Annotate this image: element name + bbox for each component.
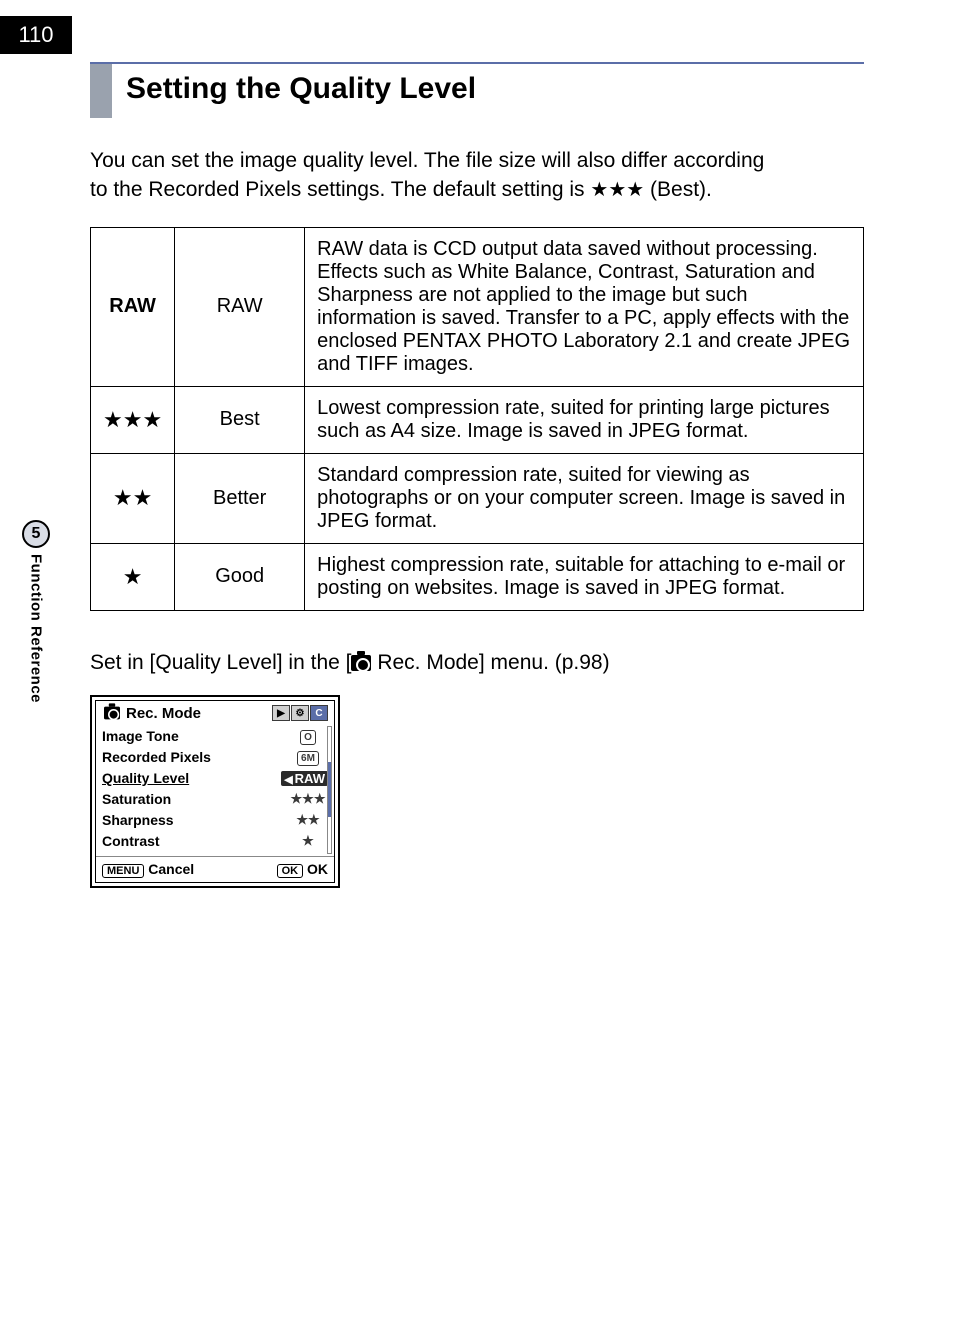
set-in-line: Set in [Quality Level] in the [ Rec. Mod… — [90, 651, 864, 675]
lcd-item-label: Image Tone — [102, 728, 179, 744]
quality-name-cell: Good — [175, 543, 305, 610]
ok-label: OK — [307, 861, 328, 877]
camera-icon — [104, 707, 120, 720]
page-number-tab: 110 — [0, 16, 72, 54]
sidebar-chapter: 5 Function Reference — [16, 520, 56, 703]
chapter-label: Function Reference — [28, 554, 45, 703]
intro-line2a: to the Recorded Pixels settings. The def… — [90, 178, 590, 201]
setin-suffix: Rec. Mode] menu. (p.98) — [371, 651, 609, 674]
lcd-item-value: ★★ — [288, 812, 328, 828]
lcd-item-value: O — [288, 728, 328, 745]
lcd-footer-left: MENU Cancel — [102, 861, 194, 878]
camera-icon — [351, 655, 371, 671]
chapter-number-badge: 5 — [22, 520, 50, 548]
table-row: ★★★BestLowest compression rate, suited f… — [91, 386, 864, 453]
lcd-item-label: Recorded Pixels — [102, 749, 211, 765]
lcd-menu-item: Saturation ★★★ — [102, 789, 328, 810]
lcd-item-label: Saturation — [102, 791, 171, 807]
lcd-menu-screenshot: Rec. Mode ▶ ⚙ C Image Tone O Recorded Pixe… — [90, 695, 340, 888]
quality-name-cell: RAW — [175, 227, 305, 386]
menu-key-icon: MENU — [102, 864, 144, 878]
lcd-menu-item: Recorded Pixels 6M — [102, 747, 328, 768]
quality-desc-cell: Lowest compression rate, suited for prin… — [305, 386, 864, 453]
lcd-header: Rec. Mode ▶ ⚙ C — [96, 701, 334, 724]
lcd-tab-active: C — [310, 705, 328, 721]
lcd-scrollbar — [327, 726, 332, 854]
lcd-item-label: Sharpness — [102, 812, 174, 828]
intro-line2b: (Best). — [644, 178, 712, 201]
lcd-item-value: ★★★ — [288, 791, 328, 807]
lcd-footer-right: OK OK — [277, 861, 328, 878]
quality-name-cell: Best — [175, 386, 305, 453]
lcd-item-label: Quality Level — [102, 770, 189, 786]
quality-name-cell: Better — [175, 453, 305, 543]
left-arrow-icon: ◀ — [284, 774, 292, 786]
intro-paragraph: You can set the image quality level. The… — [90, 146, 864, 205]
lcd-header-left: Rec. Mode — [102, 705, 201, 722]
quality-table: RAWRAWRAW data is CCD output data saved … — [90, 227, 864, 611]
lcd-menu-item: Sharpness ★★ — [102, 810, 328, 831]
page-number: 110 — [18, 22, 53, 48]
quality-desc-cell: RAW data is CCD output data saved withou… — [305, 227, 864, 386]
table-row: RAWRAWRAW data is CCD output data saved … — [91, 227, 864, 386]
table-row: ★★BetterStandard compression rate, suite… — [91, 453, 864, 543]
table-row: ★GoodHighest compression rate, suitable … — [91, 543, 864, 610]
quality-symbol-cell: ★★★ — [91, 386, 175, 453]
quality-symbol-cell: ★★ — [91, 453, 175, 543]
lcd-item-value: ★ — [288, 833, 328, 849]
page-content: Setting the Quality Level You can set th… — [90, 62, 864, 888]
quality-desc-cell: Highest compression rate, suitable for a… — [305, 543, 864, 610]
lcd-menu-item: Contrast ★ — [102, 831, 328, 852]
lcd-item-label: Contrast — [102, 833, 160, 849]
setin-prefix: Set in [Quality Level] in the [ — [90, 651, 351, 674]
section-title: Setting the Quality Level — [112, 64, 490, 118]
quality-symbol-cell: ★ — [91, 543, 175, 610]
intro-stars: ★★★ — [590, 179, 644, 201]
value-badge: O — [300, 730, 316, 745]
lcd-item-value: ◀RAW — [281, 771, 328, 786]
lcd-inner: Rec. Mode ▶ ⚙ C Image Tone O Recorded Pixe… — [95, 700, 335, 883]
chapter-number: 5 — [32, 525, 41, 543]
title-accent-bar — [90, 64, 112, 118]
lcd-tab: ⚙ — [291, 705, 309, 721]
lcd-tab: ▶ — [272, 705, 290, 721]
value-badge: 6M — [297, 751, 319, 766]
lcd-menu-item: Quality Level ◀RAW — [102, 768, 328, 789]
quality-desc-cell: Standard compression rate, suited for vi… — [305, 453, 864, 543]
lcd-footer: MENU Cancel OK OK — [96, 856, 334, 882]
lcd-item-value: 6M — [288, 749, 328, 766]
section-title-block: Setting the Quality Level — [90, 62, 864, 118]
ok-key-icon: OK — [277, 864, 304, 878]
lcd-menu-item: Image Tone O — [102, 726, 328, 747]
lcd-tabs: ▶ ⚙ C — [272, 705, 328, 721]
quality-symbol-cell: RAW — [91, 227, 175, 386]
intro-line1: You can set the image quality level. The… — [90, 149, 764, 172]
cancel-label: Cancel — [148, 861, 194, 877]
lcd-body: Image Tone O Recorded Pixels 6M Quality Leve… — [96, 724, 334, 856]
lcd-title: Rec. Mode — [126, 705, 201, 722]
